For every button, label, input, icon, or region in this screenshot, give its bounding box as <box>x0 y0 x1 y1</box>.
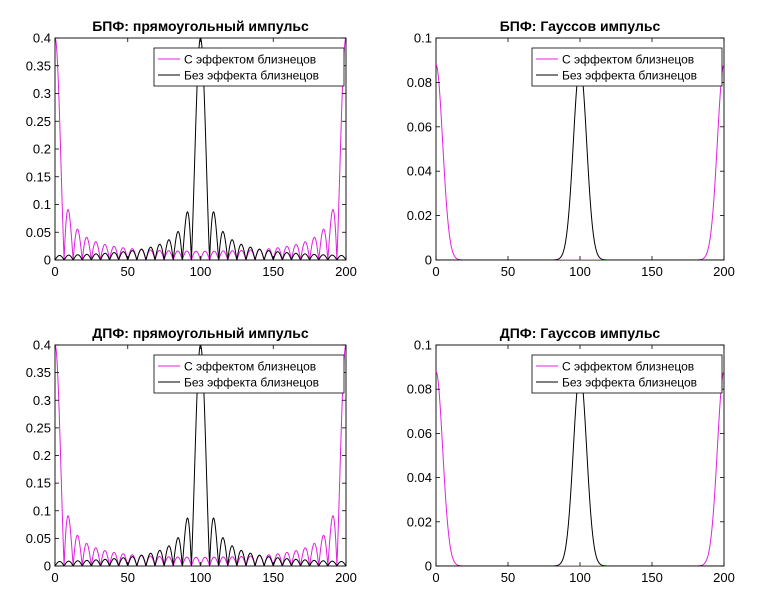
x-tick-label: 200 <box>713 570 735 585</box>
y-tick-label: 0.4 <box>33 31 51 46</box>
y-tick-label: 0.25 <box>26 420 51 435</box>
x-tick-label: 150 <box>262 264 284 279</box>
y-tick-label: 0.04 <box>407 470 432 485</box>
chart-title: ДПФ: прямоугольный импульс <box>92 325 309 341</box>
subplot-top-left: БПФ: прямоугольный импульс 0 50 100 150 200 0 0… <box>26 18 357 279</box>
legend-entry: Без эффекта близнецов <box>562 376 697 390</box>
subplot-bottom-left: ДПФ: прямоугольный импульс 0 50 100 150 200 0 0… <box>26 325 357 585</box>
x-tick-label: 200 <box>335 570 357 585</box>
y-tick-label: 0.02 <box>407 514 432 529</box>
chart-title: БПФ: прямоугольный импульс <box>92 18 309 34</box>
y-tick-label: 0.2 <box>33 142 51 157</box>
y-tick-label: 0.05 <box>26 225 51 240</box>
legend-entry: С эффектом близнецов <box>184 360 316 374</box>
legend-entry: С эффектом близнецов <box>184 53 316 67</box>
x-tick-label: 0 <box>432 264 439 279</box>
x-tick-label: 150 <box>641 570 663 585</box>
y-tick-label: 0.1 <box>33 197 51 212</box>
x-tick-label: 50 <box>121 264 135 279</box>
x-tick-label: 0 <box>51 570 58 585</box>
y-tick-label: 0.06 <box>407 426 432 441</box>
y-tick-label: 0.3 <box>33 393 51 408</box>
legend-box <box>531 354 723 394</box>
legend-entry: Без эффекта близнецов <box>184 69 319 83</box>
x-tick-label: 200 <box>713 264 735 279</box>
x-tick-label: 50 <box>501 264 515 279</box>
y-tick-label: 0 <box>44 253 51 268</box>
legend-entry: С эффектом близнецов <box>562 360 694 374</box>
subplot-bottom-right: ДПФ: Гауссов импульс 0 50 100 150 200 0 0.02 0.0… <box>407 325 735 585</box>
series-line-without-twin-effect <box>55 345 346 566</box>
legend-box <box>531 47 723 87</box>
y-tick-label: 0.1 <box>414 31 432 46</box>
x-tick-label: 50 <box>121 570 135 585</box>
y-tick-label: 0.3 <box>33 86 51 101</box>
y-tick-label: 0.02 <box>407 208 432 223</box>
series-line-with-twin-effect <box>55 38 346 260</box>
legend-box <box>153 354 345 394</box>
y-tick-label: 0 <box>44 559 51 574</box>
y-tick-label: 0.2 <box>33 448 51 463</box>
x-tick-label: 50 <box>501 570 515 585</box>
x-tick-label: 100 <box>190 264 212 279</box>
x-tick-label: 100 <box>569 570 591 585</box>
legend-box <box>153 47 345 87</box>
y-tick-label: 0.35 <box>26 365 51 380</box>
series-line-with-twin-effect <box>55 345 346 566</box>
y-tick-label: 0.35 <box>26 58 51 73</box>
x-tick-label: 150 <box>641 264 663 279</box>
y-tick-label: 0 <box>425 559 432 574</box>
y-tick-label: 0.08 <box>407 382 432 397</box>
y-tick-label: 0.4 <box>33 338 51 353</box>
y-tick-label: 0 <box>425 253 432 268</box>
y-tick-label: 0.25 <box>26 114 51 129</box>
y-tick-label: 0.1 <box>414 338 432 353</box>
legend: С эффектом близнецов Без эффекта близнецо… <box>153 354 345 394</box>
legend-entry: Без эффекта близнецов <box>184 376 319 390</box>
legend-entry: Без эффекта близнецов <box>562 69 697 83</box>
chart-title: БПФ: Гауссов импульс <box>500 18 661 34</box>
y-tick-label: 0.06 <box>407 119 432 134</box>
y-tick-label: 0.15 <box>26 169 51 184</box>
x-tick-label: 0 <box>51 264 58 279</box>
y-tick-label: 0.04 <box>407 164 432 179</box>
x-tick-label: 100 <box>190 570 212 585</box>
y-tick-label: 0.05 <box>26 531 51 546</box>
series-line-without-twin-effect <box>55 38 346 260</box>
x-tick-label: 150 <box>262 570 284 585</box>
y-tick-label: 0.08 <box>407 75 432 90</box>
legend: С эффектом близнецов Без эффекта близнецо… <box>531 354 723 394</box>
x-tick-label: 100 <box>569 264 591 279</box>
subplot-top-right: БПФ: Гауссов импульс 0 50 100 150 200 0 0.02 0.0… <box>407 18 735 279</box>
x-tick-label: 200 <box>335 264 357 279</box>
legend: С эффектом близнецов Без эффекта близнецо… <box>531 47 723 87</box>
chart-title: ДПФ: Гауссов импульс <box>500 325 661 341</box>
y-tick-label: 0.15 <box>26 476 51 491</box>
y-tick-label: 0.1 <box>33 503 51 518</box>
x-tick-label: 0 <box>432 570 439 585</box>
legend-entry: С эффектом близнецов <box>562 53 694 67</box>
legend: С эффектом близнецов Без эффекта близнецо… <box>153 47 345 87</box>
